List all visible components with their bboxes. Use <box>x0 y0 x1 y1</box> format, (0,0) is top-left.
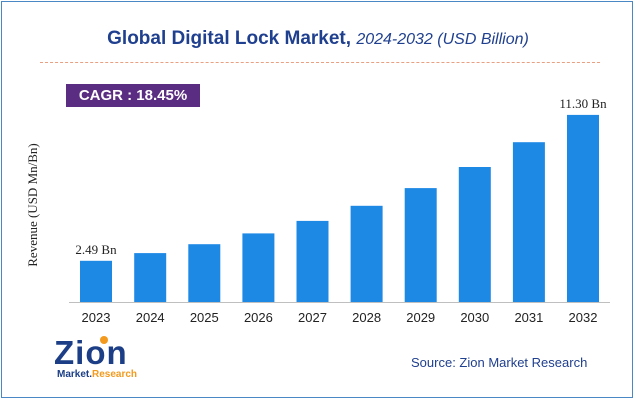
logo-sub-left: Market. <box>57 369 93 380</box>
bar-2026 <box>242 233 275 302</box>
x-tick-label: 2025 <box>190 310 219 325</box>
x-tick-label: 2029 <box>406 310 435 325</box>
data-label-2032: 11.30 Bn <box>559 96 607 111</box>
title-subtitle: 2024-2032 (USD Billion) <box>356 31 529 48</box>
x-tick-label: 2032 <box>569 310 598 325</box>
logo-subtitle: Market.Research <box>57 369 137 380</box>
bar-2032 <box>567 114 599 303</box>
source-note: Source: Zion Market Research <box>411 355 588 370</box>
x-tick-label: 2023 <box>82 310 111 325</box>
x-tick-label: 2031 <box>514 310 543 325</box>
title-divider <box>40 62 600 63</box>
x-tick-label: 2028 <box>352 310 381 325</box>
bar-2027 <box>296 220 329 302</box>
logo-wordmark: Zion <box>54 334 128 371</box>
data-label-2023: 2.49 Bn <box>75 242 117 257</box>
x-tick-label: 2030 <box>460 310 489 325</box>
zion-logo: Zion Market.Research <box>54 334 144 382</box>
logo-sub-right: Research <box>92 369 138 380</box>
bar-2029 <box>404 188 437 302</box>
bar-2030 <box>458 167 491 302</box>
cagr-badge: CAGR : 18.45% <box>66 84 200 107</box>
bar-2023 <box>80 260 112 302</box>
chart-title: Global Digital Lock Market, 2024-2032 (U… <box>0 28 636 50</box>
bar-2028 <box>350 205 383 302</box>
title-main: Global Digital Lock Market, <box>107 28 352 49</box>
bar-2024 <box>134 253 167 302</box>
logo-dot-icon <box>100 336 108 344</box>
x-tick-label: 2027 <box>298 310 327 325</box>
x-tick-label: 2026 <box>244 310 273 325</box>
bar-2031 <box>512 142 545 302</box>
x-tick-label: 2024 <box>136 310 165 325</box>
bar-2025 <box>188 244 221 302</box>
